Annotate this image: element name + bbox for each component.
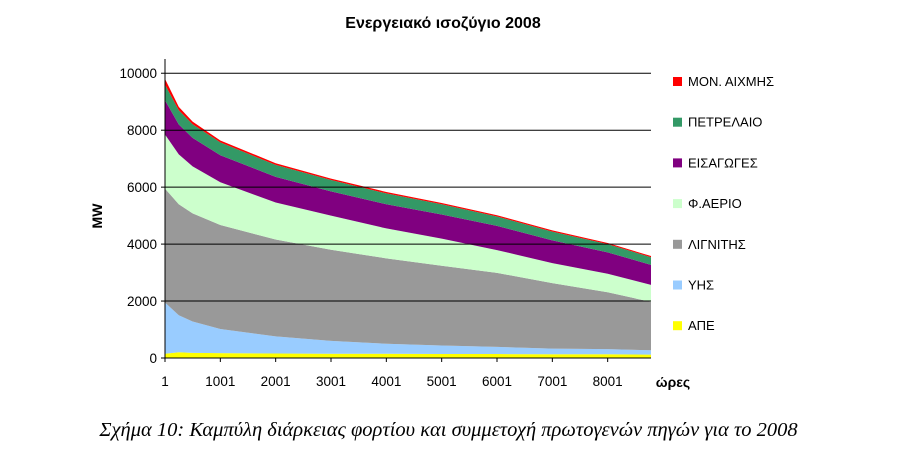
x-tick-label: 3001 [316, 374, 346, 389]
legend-label: ΠΕΤΡΕΛΑΙΟ [688, 115, 762, 130]
y-tick-label: 10000 [119, 66, 157, 81]
x-tick-label: 4001 [371, 374, 401, 389]
y-tick-label: 0 [149, 351, 157, 366]
axes: 0 2000 4000 6000 8000 10000 1 1001 2001 3001 4001 5… [119, 59, 651, 389]
legend: ΜΟΝ. ΑΙΧΜΗΣ ΠΕΤΡΕΛΑΙΟ ΕΙΣΑΓΩΓΕΣ Φ.ΑΕΡΙΟ ΛΙΓΝ… [673, 74, 774, 333]
legend-swatch [673, 77, 682, 86]
x-tick-label: 8001 [593, 374, 623, 389]
area-series-2 [165, 302, 651, 355]
y-tick-label: 4000 [127, 237, 157, 252]
plot-area [165, 78, 651, 358]
area-series-6 [165, 84, 651, 265]
x-tick-label: 7001 [537, 374, 567, 389]
legend-swatch [673, 321, 682, 331]
legend-label: ΑΠΕ [688, 318, 715, 333]
x-tick-label: 6001 [482, 374, 512, 389]
y-axis-label: MW [89, 203, 105, 229]
area-series-4 [165, 134, 651, 302]
legend-swatch [673, 280, 682, 290]
area-series-3 [165, 188, 651, 351]
area-series-5 [165, 100, 651, 285]
chart-title: Ενεργειακό ισοζύγιο 2008 [345, 15, 541, 32]
area-series-1 [165, 352, 651, 358]
y-tick-label: 6000 [127, 180, 157, 195]
x-tick-label: 1 [161, 374, 169, 389]
legend-swatch [673, 199, 682, 209]
chart: Ενεργειακό ισοζύγιο 2008 0 2000 4000 6000 80… [89, 15, 774, 390]
y-tick-label: 8000 [127, 123, 157, 138]
legend-label: ΥΗΣ [688, 278, 714, 293]
legend-swatch [673, 158, 682, 168]
x-tick-label: 2001 [261, 374, 291, 389]
legend-swatch [673, 117, 682, 127]
figure-caption: Σχήμα 10: Καμπύλη διάρκειας φορτίου και … [99, 419, 798, 441]
legend-swatch [673, 239, 682, 249]
x-axis-label: ώρες [656, 374, 690, 390]
legend-label: Φ.ΑΕΡΙΟ [688, 196, 742, 211]
y-tick-label: 2000 [127, 294, 157, 309]
legend-label: ΜΟΝ. ΑΙΧΜΗΣ [688, 74, 774, 89]
x-tick-label: 5001 [427, 374, 457, 389]
legend-label: ΕΙΣΑΓΩΓΕΣ [688, 155, 758, 170]
legend-label: ΛΙΓΝΙΤΗΣ [688, 237, 746, 252]
x-tick-label: 1001 [205, 374, 235, 389]
